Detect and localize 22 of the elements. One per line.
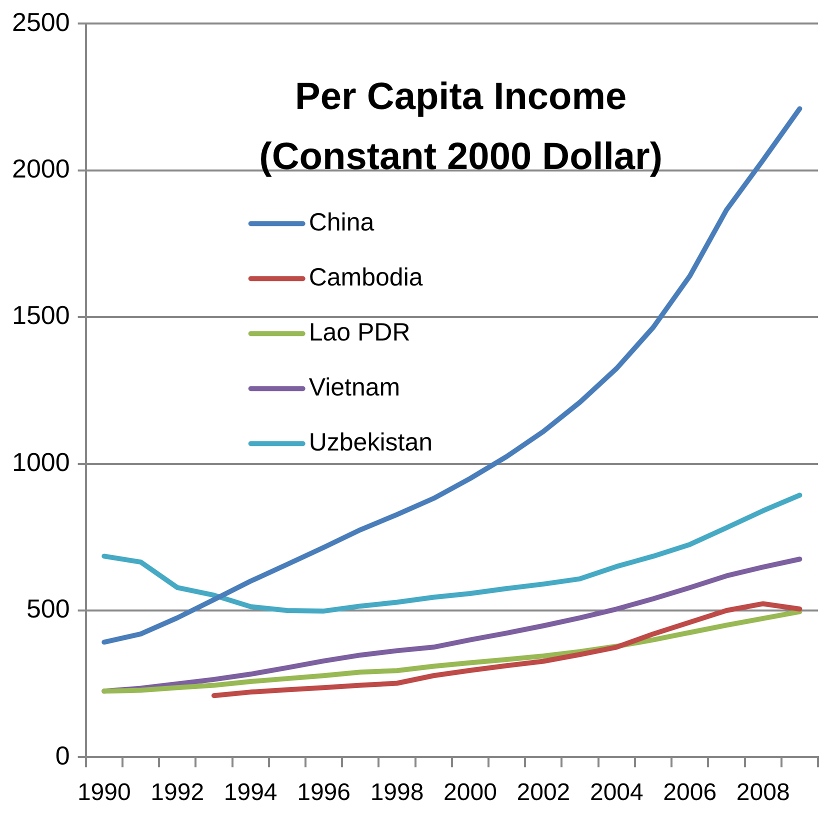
text: Per Capita Income (Constant 2000 Dollar) [259,76,662,178]
legend-label: Lao PDR [308,318,410,346]
legend-label: China [308,208,374,236]
x-tick-label: 2000 [444,779,497,806]
x-tick-label: 1996 [297,779,350,806]
x-tick-label: 2002 [516,779,570,806]
y-tick-label: 2000 [12,153,70,184]
x-tick-label: 2006 [663,779,717,806]
x-tick-label: 1998 [370,779,424,806]
x-tick-label: 1992 [150,779,204,806]
legend-label: Cambodia [308,263,423,292]
legend-label: Uzbekistan [308,428,433,456]
x-tick-label: 1990 [77,779,131,806]
y-tick-label: 0 [55,740,70,770]
y-tick-label: 2500 [12,6,70,37]
y-tick-label: 1500 [12,300,70,330]
y-tick-label: 1000 [12,446,70,477]
x-tick-label: 2004 [590,779,644,806]
legend-label: Vietnam [308,373,400,402]
x-tick-label: 1994 [224,779,278,806]
x-tick-label: 2008 [736,779,790,806]
y-tick-label: 500 [26,594,70,624]
